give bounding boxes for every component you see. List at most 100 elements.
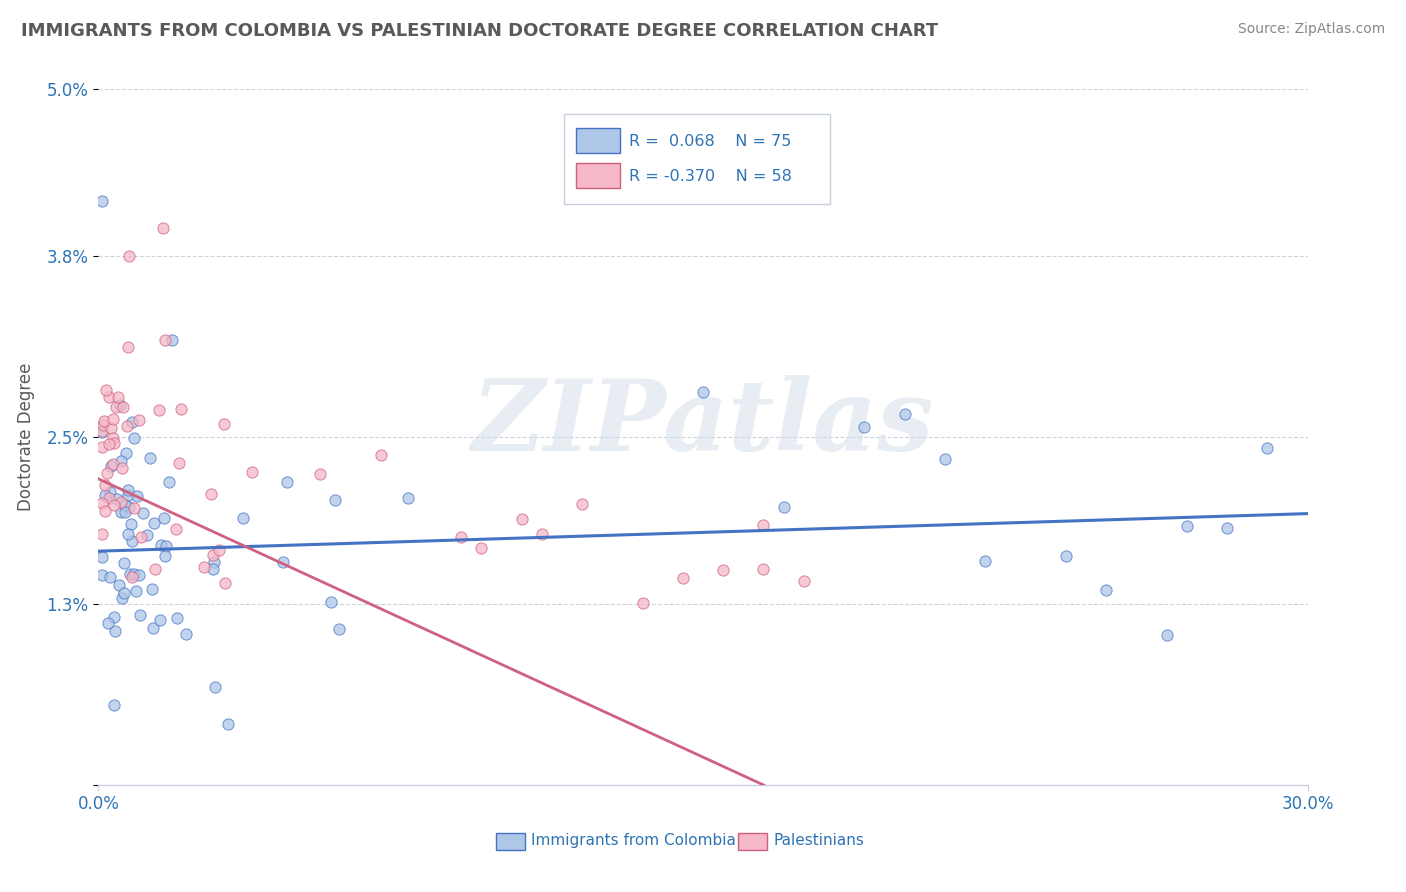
- Point: [370, 448, 392, 462]
- Point: [110, 454, 132, 468]
- Point: [450, 530, 472, 544]
- Point: [208, 543, 231, 558]
- Point: [193, 560, 215, 574]
- Point: [772, 500, 794, 514]
- Point: [152, 511, 174, 525]
- Point: [136, 528, 159, 542]
- Point: [276, 475, 298, 489]
- Point: [103, 498, 125, 512]
- Point: [103, 698, 125, 713]
- Point: [94, 384, 117, 398]
- Point: [631, 596, 654, 610]
- Point: [110, 495, 132, 509]
- Point: [122, 431, 145, 445]
- Point: [793, 574, 815, 588]
- Point: [121, 569, 143, 583]
- Point: [91, 425, 114, 440]
- Point: [141, 582, 163, 597]
- FancyBboxPatch shape: [496, 833, 526, 850]
- Text: IMMIGRANTS FROM COLOMBIA VS PALESTINIAN DOCTORATE DEGREE CORRELATION CHART: IMMIGRANTS FROM COLOMBIA VS PALESTINIAN …: [21, 22, 938, 40]
- Point: [530, 527, 553, 541]
- Point: [128, 412, 150, 426]
- Point: [108, 578, 131, 592]
- Point: [142, 516, 165, 530]
- Point: [202, 548, 225, 562]
- Point: [111, 461, 134, 475]
- Point: [321, 595, 343, 609]
- Point: [107, 390, 129, 404]
- FancyBboxPatch shape: [576, 128, 620, 153]
- Point: [323, 493, 346, 508]
- Point: [672, 571, 695, 585]
- Point: [153, 549, 176, 563]
- Point: [91, 194, 114, 208]
- FancyBboxPatch shape: [564, 113, 830, 204]
- Point: [204, 680, 226, 694]
- Point: [176, 626, 198, 640]
- Point: [170, 402, 193, 417]
- Point: [153, 333, 176, 347]
- Point: [103, 610, 125, 624]
- Point: [112, 585, 135, 599]
- Text: Source: ZipAtlas.com: Source: ZipAtlas.com: [1237, 22, 1385, 37]
- Point: [118, 500, 141, 514]
- Point: [271, 555, 294, 569]
- Point: [309, 467, 332, 482]
- Point: [132, 507, 155, 521]
- Point: [1256, 441, 1278, 455]
- Point: [124, 501, 146, 516]
- Point: [110, 591, 132, 606]
- Point: [1216, 521, 1239, 535]
- Point: [470, 541, 492, 556]
- Point: [328, 622, 350, 636]
- Point: [214, 575, 236, 590]
- Point: [149, 613, 172, 627]
- Point: [571, 497, 593, 511]
- Point: [1156, 627, 1178, 641]
- Point: [131, 531, 153, 545]
- Point: [91, 549, 114, 564]
- Point: [117, 483, 139, 497]
- Point: [91, 527, 114, 541]
- Point: [94, 488, 117, 502]
- Text: R =  0.068    N = 75: R = 0.068 N = 75: [630, 134, 792, 149]
- Point: [97, 616, 120, 631]
- Point: [105, 492, 128, 507]
- Point: [125, 489, 148, 503]
- Point: [97, 436, 120, 450]
- FancyBboxPatch shape: [738, 833, 768, 850]
- Point: [118, 566, 141, 581]
- Point: [217, 716, 239, 731]
- Point: [204, 556, 226, 570]
- Point: [98, 484, 121, 499]
- Point: [1175, 519, 1198, 533]
- Point: [100, 459, 122, 474]
- Point: [100, 421, 122, 435]
- Point: [117, 527, 139, 541]
- Point: [104, 400, 127, 414]
- Point: [91, 440, 114, 454]
- Point: [692, 385, 714, 400]
- Point: [110, 398, 132, 412]
- Point: [98, 570, 121, 584]
- Point: [118, 249, 141, 263]
- Point: [934, 452, 956, 467]
- Point: [853, 420, 876, 434]
- Point: [139, 450, 162, 465]
- Y-axis label: Doctorate Degree: Doctorate Degree: [17, 363, 35, 511]
- Point: [94, 478, 117, 492]
- Point: [114, 498, 136, 512]
- Point: [93, 414, 115, 428]
- Point: [169, 456, 191, 470]
- Text: Palestinians: Palestinians: [773, 833, 865, 848]
- Point: [91, 567, 114, 582]
- Point: [114, 505, 136, 519]
- Point: [103, 435, 125, 450]
- Text: R = -0.370    N = 58: R = -0.370 N = 58: [630, 169, 792, 184]
- Point: [104, 624, 127, 638]
- Point: [112, 401, 135, 415]
- Point: [103, 411, 125, 425]
- Point: [212, 417, 235, 431]
- Point: [143, 562, 166, 576]
- Point: [1095, 582, 1118, 597]
